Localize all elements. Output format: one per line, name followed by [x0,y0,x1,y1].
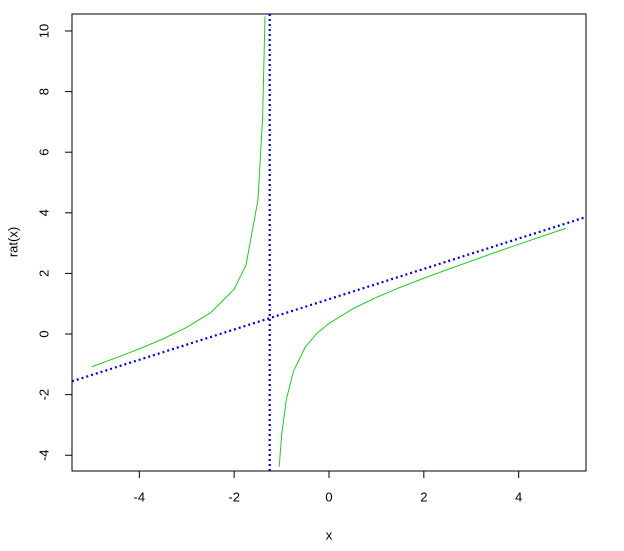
series-line [91,16,266,368]
y-tick-label: 6 [36,149,51,156]
x-tick-label: 0 [325,489,332,504]
x-tick-label: 4 [515,489,522,504]
x-tick-label: -4 [134,489,146,504]
plot-frame [71,13,587,472]
y-tick-label: 2 [36,270,51,277]
y-tick-label: -4 [36,449,51,461]
series-line [72,215,586,383]
y-tick-label: 4 [36,209,51,216]
x-tick-label: -2 [228,489,240,504]
y-tick-label: 8 [36,88,51,95]
y-tick-label: 10 [36,24,51,38]
series-line [278,227,567,467]
y-tick-label: 0 [36,330,51,337]
x-axis-title: x [326,527,333,542]
y-axis-title: rat(x) [5,227,20,257]
plot-area [72,14,586,471]
x-tick-label: 2 [420,489,427,504]
y-tick-label: -2 [36,389,51,401]
